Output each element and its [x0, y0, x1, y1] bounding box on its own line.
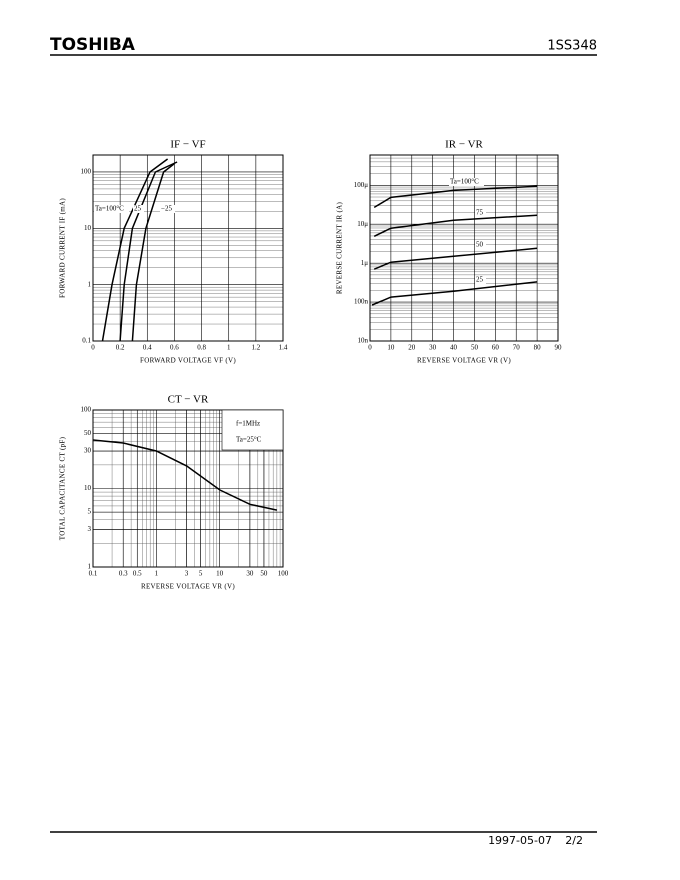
x-tick-label: 3	[185, 570, 189, 578]
x-tick-label: 30	[246, 570, 254, 578]
chart-title: IR − VR	[445, 139, 483, 151]
y-axis-label: TOTAL CAPACITANCE CT (pF)	[59, 436, 67, 540]
y-tick-label: 5	[88, 508, 92, 516]
curve	[373, 185, 538, 209]
curve-label-bg	[449, 178, 484, 186]
x-tick-label: 70	[513, 344, 521, 352]
x-tick-label: 0.3	[119, 570, 128, 578]
x-axis-label: REVERSE VOLTAGE VR (V)	[417, 357, 511, 365]
y-tick-label: 10n	[358, 337, 369, 345]
y-axis-label: FORWARD CURRENT IF (mA)	[59, 198, 67, 298]
date: 1997-05-07	[488, 834, 552, 847]
curve-label-bg	[475, 241, 486, 249]
x-tick-label: 0	[91, 344, 95, 352]
y-axis-label: REVERSE CURRENT IR (A)	[336, 202, 344, 295]
y-tick-label: 100	[81, 168, 92, 176]
x-tick-label: 0.4	[143, 344, 152, 352]
x-tick-label: 0.2	[116, 344, 125, 352]
brand: TOSHIBA	[50, 35, 136, 55]
y-tick-label: 1	[88, 563, 92, 571]
y-tick-label: 100	[81, 406, 92, 414]
y-tick-label: 1μ	[361, 259, 369, 267]
y-tick-label: 10μ	[357, 220, 368, 228]
y-tick-label: 50	[84, 429, 92, 437]
curve-label: 25	[476, 276, 484, 284]
curve-label-bg	[133, 205, 144, 213]
y-tick-label: 1	[88, 280, 92, 288]
plot-frame	[92, 154, 284, 342]
y-tick-label: 30	[84, 447, 92, 455]
y-tick-label: 10	[84, 484, 92, 492]
page-number: 2/2	[565, 834, 583, 847]
x-tick-label: 60	[492, 344, 500, 352]
curve-label: 75	[476, 209, 484, 217]
x-tick-label: 0.6	[170, 344, 179, 352]
plot-frame	[92, 409, 284, 568]
curve	[373, 247, 538, 270]
chart-title: CT − VR	[168, 394, 209, 406]
x-tick-label: 1.2	[251, 344, 260, 352]
x-tick-label: 1	[227, 344, 231, 352]
x-tick-label: 1	[155, 570, 159, 578]
y-tick-label: 100μ	[354, 181, 369, 189]
curve-label-bg	[475, 209, 486, 217]
x-tick-label: 100	[278, 570, 289, 578]
y-tick-label: 0.1	[82, 337, 91, 345]
x-tick-label: 5	[199, 570, 203, 578]
x-tick-label: 1.4	[279, 344, 288, 352]
x-tick-label: 40	[450, 344, 458, 352]
curve-label: 50	[476, 241, 484, 249]
curve	[373, 214, 538, 237]
x-axis-label: REVERSE VOLTAGE VR (V)	[141, 583, 235, 591]
x-tick-label: 20	[408, 344, 416, 352]
plot-frame	[369, 154, 559, 342]
annotation: Ta=25°C	[236, 436, 262, 444]
x-tick-label: 10	[216, 570, 224, 578]
curve	[92, 439, 278, 511]
chart-title: IF − VF	[170, 139, 205, 151]
x-tick-label: 30	[429, 344, 437, 352]
curve-label: Ta=100°C	[95, 205, 124, 213]
x-tick-label: 0	[368, 344, 372, 352]
x-tick-label: 50	[260, 570, 268, 578]
x-tick-label: 0.5	[133, 570, 142, 578]
curve	[371, 281, 538, 306]
x-tick-label: 80	[534, 344, 542, 352]
curve-label-bg	[94, 205, 129, 213]
curve-label: −25	[161, 205, 172, 213]
annotation: f=1MHz	[236, 420, 260, 428]
x-tick-label: 50	[471, 344, 479, 352]
x-tick-label: 0.8	[197, 344, 206, 352]
annotation-box	[221, 409, 284, 451]
y-tick-label: 3	[88, 525, 92, 533]
x-tick-label: 10	[387, 344, 395, 352]
part-number: 1SS348	[547, 39, 597, 54]
curve	[101, 158, 169, 342]
curve-label-bg	[160, 205, 175, 213]
x-tick-label: 90	[555, 344, 563, 352]
x-axis-label: FORWARD VOLTAGE VF (V)	[140, 357, 236, 365]
curve-label-bg	[475, 276, 486, 284]
y-tick-label: 100n	[354, 298, 369, 306]
curve-label: 25	[134, 205, 142, 213]
curve-label: Ta=100°C	[450, 178, 479, 186]
curve	[131, 163, 175, 342]
x-tick-label: 0.1	[89, 570, 98, 578]
y-tick-label: 10	[84, 224, 92, 232]
curve	[119, 161, 178, 342]
